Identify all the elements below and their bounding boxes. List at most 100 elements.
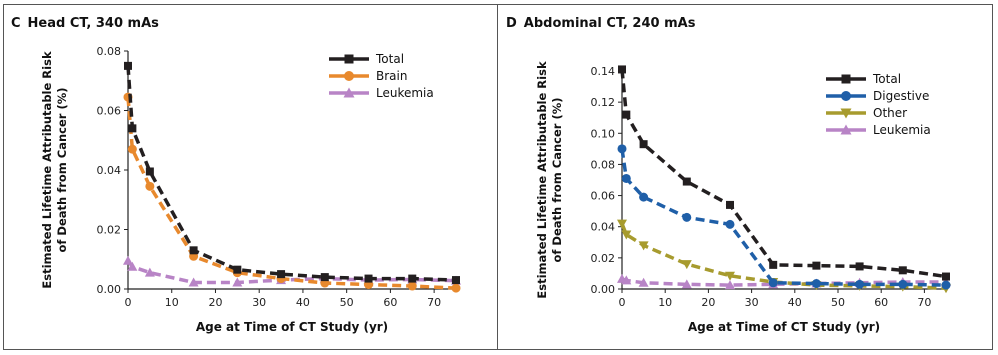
chart-d-data-point-digestive	[768, 278, 778, 288]
chart-d-data-point-total	[726, 200, 734, 209]
chart-d-y-tick-label: 0.00	[591, 283, 616, 296]
chart-d-svg: D Abdominal CT, 240 mAs 0.00 0.02 0.04 0.06 0.…	[506, 16, 951, 334]
chart-c-panel-letter: C	[11, 16, 21, 31]
chart-d-data-point-digestive	[725, 219, 735, 229]
chart-d-legend-marker	[841, 91, 851, 101]
chart-d-data-point-other	[725, 271, 735, 281]
chart-c-x-axis-label: Age at Time of CT Study (yr)	[196, 320, 388, 334]
chart-c-series-line-brain	[126, 96, 457, 290]
chart-d-data-point-other	[638, 241, 649, 251]
chart-c-y-tick-label: 0.04	[97, 164, 122, 177]
chart-d-legend-marker	[840, 124, 852, 135]
chart-d-data-point-total	[898, 266, 907, 275]
chart-d-data-point-other	[621, 230, 632, 240]
chart-c-y-tick-label: 0.02	[97, 224, 122, 237]
chart-d-x-tick-label: 20	[701, 296, 715, 309]
chart-c-data-point-brain	[451, 283, 461, 293]
chart-c-x-tick-label: 30	[252, 296, 266, 309]
chart-panel-c: C Head CT, 340 mAs 0.00 0.02 0.04 0.06 0.08 0 10…	[3, 4, 497, 350]
panel-divider	[497, 4, 498, 350]
chart-c-data-point-total	[408, 274, 417, 283]
chart-d-legend-marker	[840, 108, 852, 119]
chart-d-data-point-other	[681, 260, 692, 270]
chart-d-data-point-total	[639, 140, 648, 149]
chart-d-y-axis-label-line: of Death from Cancer (%)	[550, 98, 564, 263]
chart-d-legend-marker	[841, 74, 851, 84]
chart-d-data-point-digestive	[617, 144, 627, 154]
chart-d-data-point-digestive	[941, 280, 951, 290]
chart-c-legend-marker	[344, 54, 354, 64]
chart-d-data-point-digestive	[682, 212, 692, 222]
chart-d-y-tick-label: 0.10	[591, 127, 616, 140]
chart-c-data-point-total	[452, 276, 460, 285]
chart-c-y-axis-label-line: Estimated Lifetime Attributable Risk	[40, 51, 54, 289]
chart-c-data-point-total	[128, 124, 137, 133]
chart-d-data-point-leukemia	[725, 280, 735, 290]
chart-c-legend-marker	[344, 71, 354, 81]
chart-d-data-point-total	[812, 261, 821, 270]
chart-d-data-point-leukemia	[621, 275, 632, 285]
chart-c-title: C Head CT, 340 mAs	[11, 16, 159, 31]
chart-c-x-tick-label: 50	[340, 296, 354, 309]
chart-c-series-total	[124, 61, 460, 285]
chart-c-x-tick-label: 20	[208, 296, 222, 309]
chart-d-title: D Abdominal CT, 240 mAs	[506, 16, 696, 31]
chart-d-y-tick-label: 0.06	[591, 190, 616, 203]
chart-c-data-point-total	[364, 274, 373, 283]
chart-d-series-line-other	[620, 222, 947, 290]
chart-c-x-tick-label: 10	[165, 296, 179, 309]
chart-c-data-point-total	[145, 167, 154, 176]
chart-d-data-point-total	[622, 110, 631, 119]
chart-c-data-point-total	[124, 61, 132, 70]
chart-c-data-point-leukemia	[144, 267, 155, 277]
chart-d-x-tick-label: 70	[917, 296, 931, 309]
chart-c-data-point-leukemia	[123, 255, 133, 265]
chart-d-x-tick-label: 10	[658, 296, 672, 309]
chart-d-data-point-total	[618, 65, 626, 74]
chart-c-data-point-leukemia	[127, 261, 138, 271]
chart-c-data-point-total	[277, 270, 286, 279]
chart-d-data-point-total	[942, 272, 950, 281]
chart-c-x-tick-label: 40	[296, 296, 310, 309]
chart-c-legend-label: Brain	[376, 69, 407, 83]
chart-d-x-tick-label: 30	[745, 296, 759, 309]
chart-d-series-line-digestive	[620, 148, 947, 287]
chart-d-data-point-digestive	[855, 279, 865, 289]
chart-d-x-tick-label: 40	[788, 296, 802, 309]
chart-c-y-tick-label: 0.06	[97, 105, 122, 118]
chart-d-panel-letter: D	[506, 16, 517, 31]
chart-d-legend-label: Digestive	[873, 89, 929, 103]
chart-d-y-tick-label: 0.02	[591, 252, 616, 265]
chart-c-series-line-leukemia	[126, 259, 457, 285]
chart-c-svg: C Head CT, 340 mAs 0.00 0.02 0.04 0.06 0.08 0 10…	[11, 16, 461, 334]
chart-c-x-tick-label: 60	[383, 296, 397, 309]
chart-c-y-tick-label: 0.00	[97, 283, 122, 296]
chart-c-y-axis-label-line: of Death from Cancer (%)	[55, 88, 69, 253]
chart-c-legend-marker	[343, 87, 355, 98]
chart-c-x-tick-label: 70	[427, 296, 441, 309]
chart-c-legend-label: Total	[375, 52, 404, 66]
chart-d-y-tick-label: 0.14	[591, 65, 616, 78]
chart-d-data-point-total	[682, 177, 691, 186]
chart-d-data-point-total	[855, 262, 864, 271]
chart-d-data-point-digestive	[898, 279, 908, 289]
chart-d-series-line-total	[620, 69, 947, 279]
chart-d-data-point-other	[617, 219, 627, 229]
chart-c-data-point-total	[320, 273, 329, 282]
chart-panel-d: D Abdominal CT, 240 mAs 0.00 0.02 0.04 0.06 0.…	[498, 4, 993, 350]
chart-c-data-point-leukemia	[232, 277, 243, 287]
chart-d-y-axis-label-line: Estimated Lifetime Attributable Risk	[535, 61, 549, 299]
chart-c-series-brain	[123, 92, 461, 293]
chart-d-series-digestive	[617, 144, 951, 290]
chart-c-y-tick-label: 0.08	[97, 45, 122, 58]
chart-d-series-line-leukemia	[621, 277, 946, 287]
chart-d-legend-label: Total	[872, 72, 901, 86]
chart-c-data-point-brain	[145, 181, 155, 191]
chart-c-data-point-total	[233, 265, 242, 274]
chart-c-series-line-total	[126, 65, 457, 282]
chart-c-data-point-brain	[127, 144, 137, 154]
chart-d-data-point-digestive	[811, 279, 821, 289]
chart-c-legend: Total Brain Leukemia	[329, 52, 434, 100]
chart-d-series-total	[618, 65, 950, 281]
chart-d-data-point-digestive	[621, 173, 631, 183]
